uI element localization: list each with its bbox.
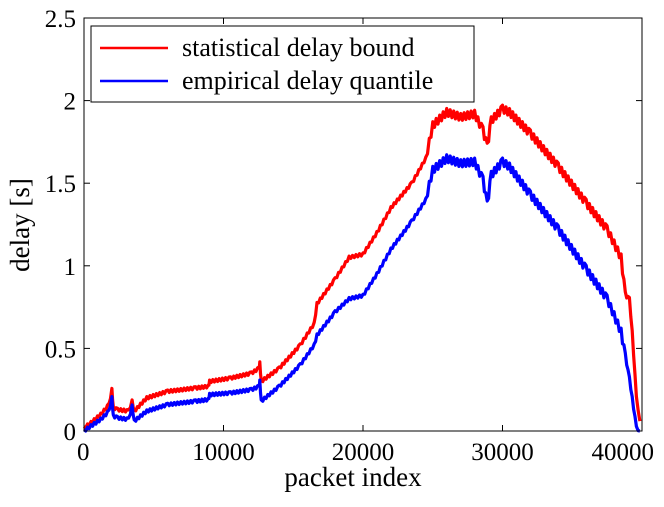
series-line-statistical-delay-bound xyxy=(82,103,642,430)
legend-label-statistical-delay-bound: statistical delay bound xyxy=(182,33,415,62)
legend: statistical delay bound empirical delay … xyxy=(90,25,475,103)
x-tick-label: 40000 xyxy=(592,439,655,466)
x-tick-label: 20000 xyxy=(332,439,395,466)
y-tick-label: 0 xyxy=(64,419,77,446)
y-tick-label: 2.5 xyxy=(45,6,76,33)
x-axis-label: packet index xyxy=(284,462,422,492)
y-tick-label: 0.5 xyxy=(45,336,76,363)
ticks-layer: 0 10000 20000 30000 40000 0 0.5 1 1.5 2 2.5 xyxy=(45,6,654,466)
y-tick-label: 1.5 xyxy=(45,171,76,198)
legend-box xyxy=(90,25,475,103)
x-tick-label: 30000 xyxy=(471,439,534,466)
series-line-empirical-delay-quantile xyxy=(83,153,641,433)
series-layer xyxy=(82,103,642,433)
x-tick-label: 0 xyxy=(77,439,90,466)
legend-label-empirical-delay-quantile: empirical delay quantile xyxy=(182,66,433,95)
x-tick-label: 10000 xyxy=(192,439,255,466)
y-tick-label: 1 xyxy=(64,254,77,281)
y-axis-label: delay [s] xyxy=(5,178,35,272)
y-tick-label: 2 xyxy=(64,89,77,116)
